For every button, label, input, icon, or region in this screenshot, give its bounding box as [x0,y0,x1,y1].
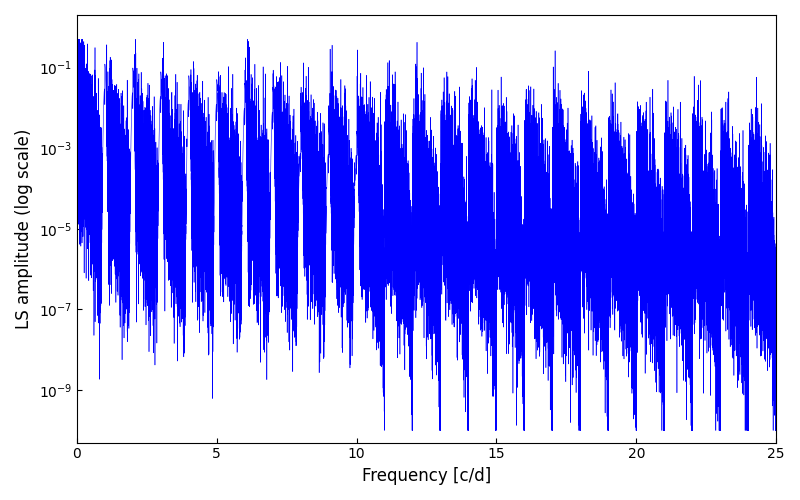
X-axis label: Frequency [c/d]: Frequency [c/d] [362,467,491,485]
Y-axis label: LS amplitude (log scale): LS amplitude (log scale) [15,128,33,329]
